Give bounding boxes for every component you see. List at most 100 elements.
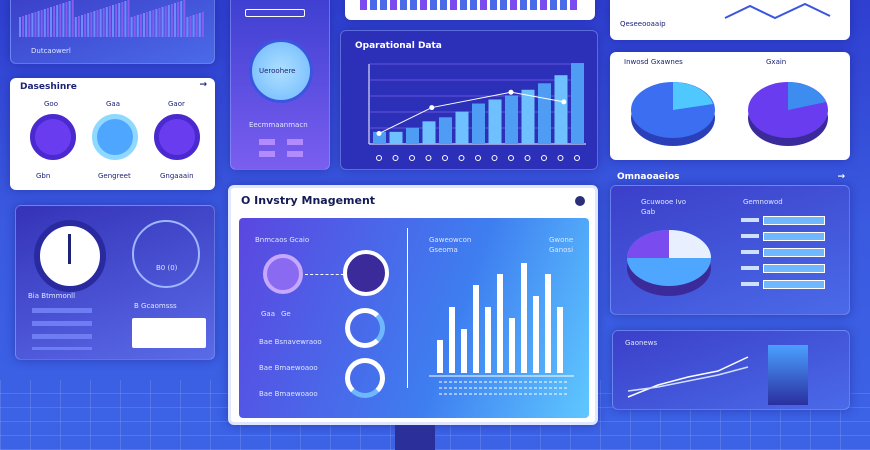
dashboard-title: Daseshinre	[20, 82, 77, 92]
chart-sub: Gseoma	[429, 246, 458, 254]
strip-bar	[390, 0, 397, 10]
x-tick-marker	[376, 155, 382, 161]
pies-panel: Inwosd Gxawnes Gxain	[610, 52, 850, 160]
decor-bar	[56, 5, 59, 37]
gauge-ring	[92, 114, 138, 160]
x-tick-marker	[574, 155, 580, 161]
right-panel-title: Omnaoaeios	[617, 172, 680, 182]
inventory-left-label: Bnmcaos Gcaio	[255, 236, 310, 244]
toggle-3[interactable]	[259, 151, 275, 157]
decor-bar	[180, 1, 183, 37]
decor-bar	[124, 1, 127, 37]
bar	[538, 83, 551, 144]
decor-bar	[31, 13, 34, 37]
inventory-content: Bnmcaos Gcaio Bae Bsnavewraoo Bae Bmaewo…	[239, 218, 589, 418]
x-tick-marker	[508, 155, 514, 161]
decor-bar	[96, 10, 99, 37]
arrow-icon[interactable]: →	[199, 80, 207, 90]
bar	[461, 329, 467, 373]
list-input[interactable]	[763, 264, 825, 273]
decor-bar	[174, 3, 176, 37]
left-pie-label: Inwosd Gxawnes	[624, 58, 683, 66]
legend-sub: Ganosi	[549, 246, 574, 254]
decor-bar	[121, 2, 124, 37]
decor-bar	[77, 16, 80, 37]
decor-bar	[34, 12, 37, 37]
decor-bar	[40, 10, 43, 37]
list-bullet	[741, 266, 759, 270]
dashboard-panel: Daseshinre → Goo Gbn Gaa Gengreet Gaor Gng…	[10, 78, 215, 190]
decor-bar	[102, 8, 105, 37]
decor-bar	[59, 4, 62, 37]
list-input[interactable]	[763, 280, 825, 289]
node-circle-right	[343, 250, 389, 296]
strip-bar	[430, 0, 437, 10]
clock-dial	[34, 220, 106, 292]
decor-bar	[25, 15, 28, 37]
decor-bar	[177, 2, 180, 37]
gauge-list	[32, 308, 92, 350]
decor-bar	[158, 8, 161, 37]
decor-bar	[65, 2, 68, 37]
gauge-top-label: Goo	[44, 100, 58, 108]
decor-bar	[19, 17, 21, 37]
strip-bar	[380, 0, 387, 10]
decor-bar	[139, 14, 142, 37]
decor-bar	[189, 16, 192, 37]
bar	[437, 340, 443, 373]
decor-bar	[183, 0, 186, 37]
right-arrow-icon[interactable]: →	[837, 172, 845, 182]
toggle-4[interactable]	[287, 151, 303, 157]
strip-bar	[570, 0, 577, 10]
strip-bar	[400, 0, 407, 10]
gauge-ring	[154, 114, 200, 160]
window-close-button[interactable]	[575, 196, 585, 206]
decor-bar	[22, 16, 25, 37]
strip-bar	[470, 0, 477, 10]
bar	[554, 75, 568, 144]
x-tick-marker	[392, 155, 399, 161]
list-bullet	[741, 250, 759, 254]
decor-bar	[170, 4, 173, 37]
strip-bar	[560, 0, 567, 10]
profile-caption: Eecmmaanmacn	[249, 121, 308, 129]
pill-1: Gaa	[261, 310, 276, 318]
decor-bar	[43, 9, 46, 37]
bar	[521, 263, 527, 373]
decor-bar	[62, 3, 65, 37]
list-input[interactable]	[763, 248, 825, 257]
top-strip-panel	[345, 0, 595, 20]
decor-bar	[105, 7, 108, 37]
bottom-right-line-chart	[627, 356, 749, 398]
legend: Gwone	[549, 236, 574, 244]
list-input[interactable]	[763, 216, 825, 225]
decor-bar	[127, 0, 130, 37]
decor-bar	[130, 17, 133, 37]
profile-avatar	[249, 39, 313, 103]
top-right-line	[724, 2, 831, 20]
decor-bar	[133, 16, 136, 37]
decor-bar	[161, 7, 164, 37]
toggle-2[interactable]	[287, 139, 303, 145]
bar	[472, 103, 485, 144]
row-2: Bae Bmaewoaoo	[259, 364, 318, 372]
x-tick-marker	[557, 155, 564, 161]
list-input[interactable]	[763, 232, 825, 241]
decor-bar	[164, 6, 167, 37]
right-pie-label: Gxain	[766, 58, 787, 66]
decor-bar	[167, 5, 170, 37]
top-right-label: Qeseeooaaip	[620, 20, 666, 28]
node-circle-left	[263, 254, 303, 294]
server-stack-icon	[768, 345, 808, 405]
progress-ring-1	[345, 308, 385, 348]
bar	[449, 307, 455, 373]
decor-bar	[37, 11, 40, 37]
top-left-bars	[19, 0, 204, 37]
bar	[406, 127, 419, 144]
toggle-1[interactable]	[259, 139, 275, 145]
tooltip-card	[132, 318, 206, 348]
bar	[389, 131, 403, 144]
x-tick-marker	[475, 155, 481, 161]
x-tick-marker	[524, 155, 531, 161]
decor-bar	[201, 12, 204, 37]
